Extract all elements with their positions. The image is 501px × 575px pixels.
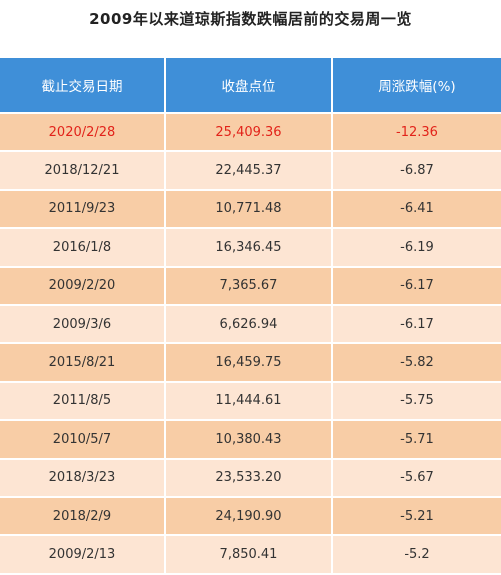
table-cell: 2020/2/28 [0, 114, 166, 153]
table-cell: 16,346.45 [166, 229, 333, 268]
table-cell: -6.87 [333, 152, 501, 191]
table-cell: 2011/9/23 [0, 190, 166, 230]
table-cell: 10,771.48 [166, 190, 333, 230]
table-cell: 2018/2/9 [0, 497, 166, 537]
table-cell: 2010/5/7 [0, 421, 166, 460]
table-cell: 24,190.90 [166, 497, 333, 537]
table-cell: -5.71 [333, 421, 501, 460]
table-title: 2009年以来道琼斯指数跌幅居前的交易周一览 [89, 10, 412, 28]
table-cell: -12.36 [333, 114, 501, 153]
table-cell: 11,444.61 [166, 382, 333, 422]
table-cell: 2011/8/5 [0, 382, 166, 422]
table-cell: 10,380.43 [166, 421, 333, 460]
table-cell: 6,626.94 [166, 305, 333, 345]
table-cell: 2009/3/6 [0, 305, 166, 345]
table-cell: 7,365.67 [166, 267, 333, 306]
table-cell: 2016/1/8 [0, 229, 166, 268]
column-header: 截止交易日期 [0, 58, 166, 114]
table-cell: 2018/12/21 [0, 152, 166, 191]
table-cell: -5.82 [333, 344, 501, 383]
table-cell: 16,459.75 [166, 344, 333, 383]
data-table: 截止交易日期 收盘点位 周涨跌幅(%) 2020/2/28 25,409.36 -12.3… [0, 58, 501, 575]
table-cell: 2009/2/13 [0, 536, 166, 575]
column-header: 周涨跌幅(%) [333, 58, 501, 114]
table-cell: 25,409.36 [166, 114, 333, 153]
table-cell: -5.21 [333, 497, 501, 537]
column-header: 收盘点位 [166, 58, 333, 114]
table-cell: -5.67 [333, 459, 501, 498]
table-cell: -5.75 [333, 382, 501, 422]
table-cell: 7,850.41 [166, 536, 333, 575]
table-cell: 2015/8/21 [0, 344, 166, 383]
table-cell: 2018/3/23 [0, 459, 166, 498]
table-cell: 23,533.20 [166, 459, 333, 498]
table-cell: -5.2 [333, 536, 501, 575]
table-cell: -6.41 [333, 190, 501, 230]
table-cell: 2009/2/20 [0, 267, 166, 306]
table-cell: -6.19 [333, 229, 501, 268]
table-cell: -6.17 [333, 305, 501, 345]
table-cell: 22,445.37 [166, 152, 333, 191]
table-cell: -6.17 [333, 267, 501, 306]
